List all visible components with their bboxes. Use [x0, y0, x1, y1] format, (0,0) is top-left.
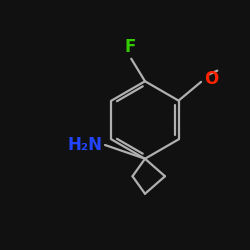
Text: H₂N: H₂N — [68, 136, 102, 154]
Text: F: F — [124, 38, 136, 56]
Text: O: O — [204, 70, 218, 88]
